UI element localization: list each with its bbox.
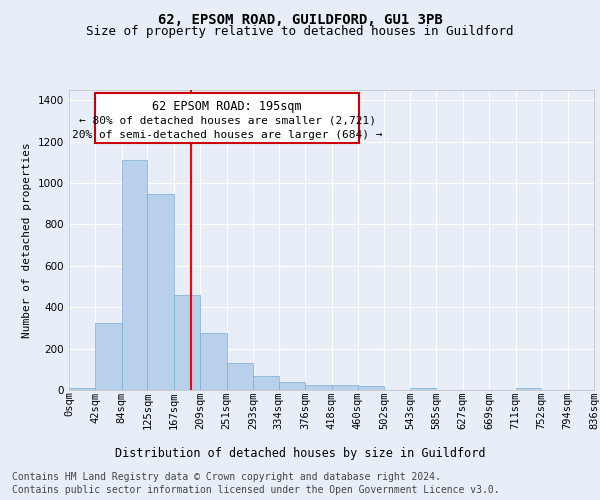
Text: Size of property relative to detached houses in Guildford: Size of property relative to detached ho… (86, 25, 514, 38)
Text: Contains HM Land Registry data © Crown copyright and database right 2024.: Contains HM Land Registry data © Crown c… (12, 472, 441, 482)
Bar (148, 194, 174, 390)
Bar (305, 385, 331, 390)
Bar (95, 93, 359, 143)
Bar (69, 388, 95, 390)
Bar (279, 382, 305, 390)
Bar (253, 376, 279, 390)
Bar (200, 333, 227, 390)
Text: Contains public sector information licensed under the Open Government Licence v3: Contains public sector information licen… (12, 485, 500, 495)
Text: 20% of semi-detached houses are larger (684) →: 20% of semi-detached houses are larger (… (72, 130, 383, 140)
Bar (331, 385, 358, 390)
Bar (358, 386, 384, 390)
Text: Distribution of detached houses by size in Guildford: Distribution of detached houses by size … (115, 448, 485, 460)
Bar (410, 388, 436, 390)
Text: 62, EPSOM ROAD, GUILDFORD, GU1 3PB: 62, EPSOM ROAD, GUILDFORD, GU1 3PB (158, 12, 442, 26)
Bar (174, 295, 200, 390)
Text: ← 80% of detached houses are smaller (2,721): ← 80% of detached houses are smaller (2,… (79, 116, 376, 126)
Y-axis label: Number of detached properties: Number of detached properties (22, 142, 32, 338)
Text: 62 EPSOM ROAD: 195sqm: 62 EPSOM ROAD: 195sqm (152, 100, 302, 113)
Bar (515, 388, 541, 390)
Bar (122, 160, 148, 390)
Bar (227, 363, 253, 390)
Bar (95, 323, 122, 390)
